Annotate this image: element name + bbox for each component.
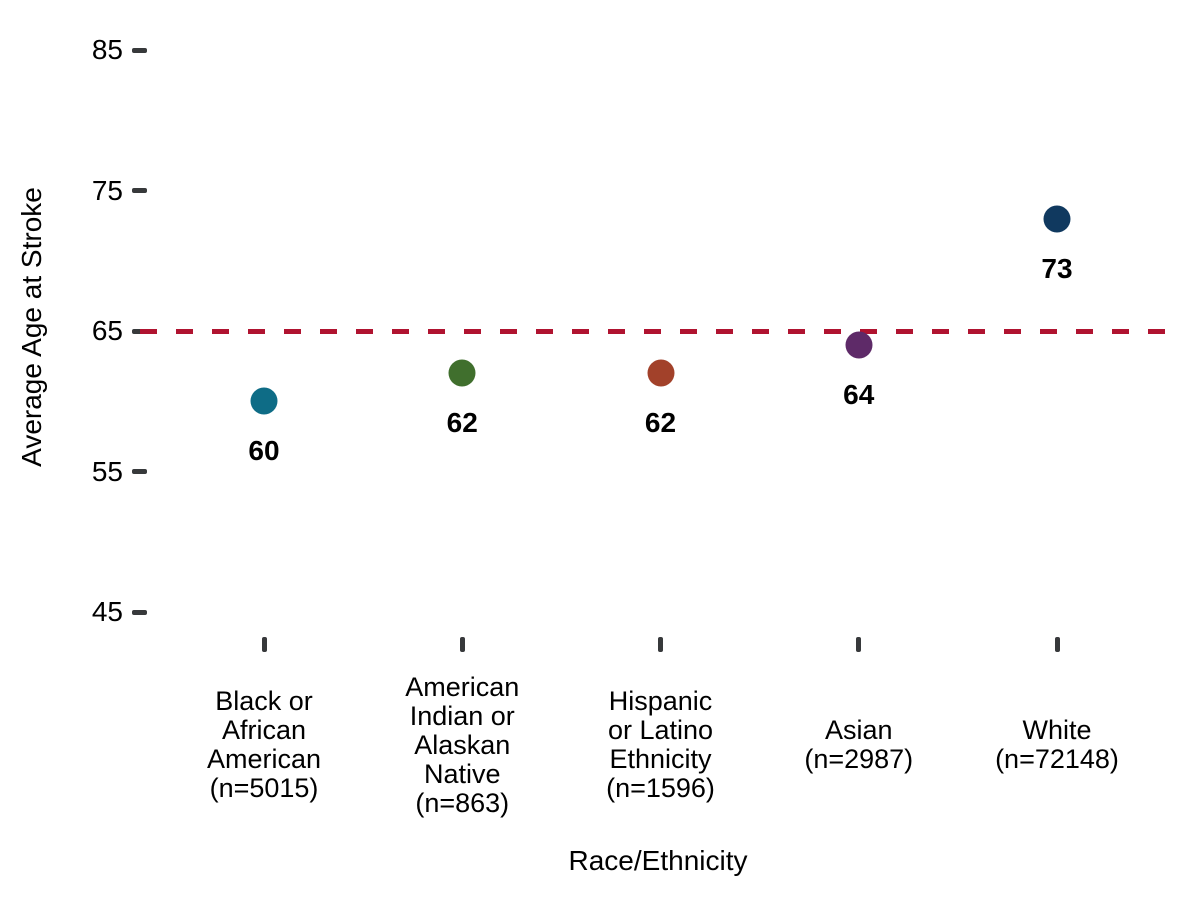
x-category-label-line: Alaskan [414, 729, 511, 760]
data-point [845, 331, 873, 359]
x-category-label-line: Indian or [409, 700, 515, 731]
x-tick [658, 637, 663, 652]
data-point-label: 62 [446, 407, 478, 439]
x-category-label-line: Black or [215, 686, 313, 716]
y-tick-label: 55 [91, 455, 123, 487]
reference-line [140, 328, 1183, 334]
x-category-label-line: or Latino [607, 715, 714, 745]
y-axis-title: Average Age at Stroke [16, 187, 47, 467]
x-category-label-line: (n=2987) [804, 744, 914, 774]
x-tick [261, 637, 267, 652]
data-point [647, 359, 674, 387]
x-category-label-line: (n=863) [415, 787, 510, 818]
x-axis-title: Race/Ethnicity [568, 845, 748, 876]
x-category-label-line: White [1022, 715, 1092, 745]
data-point [1043, 205, 1071, 233]
y-tick-label: 45 [91, 596, 123, 627]
data-point [448, 359, 476, 387]
x-category-label: Hispanic or Latino Ethnicity (n=1596) [546, 687, 776, 803]
x-category-label-line: Ethnicity [609, 744, 712, 774]
x-category-label: American Indian or Alaskan Native (n=863) [347, 671, 577, 818]
x-tick [1054, 637, 1060, 652]
data-point-label: 60 [248, 435, 280, 467]
data-point-label: 64 [843, 379, 875, 411]
x-category-label: Asian (n=2987) [744, 716, 974, 774]
y-tick-label: 65 [91, 315, 123, 346]
y-tick [132, 47, 147, 53]
y-tick [132, 188, 147, 193]
x-category-label-line: American [206, 744, 322, 774]
data-point [250, 387, 278, 415]
x-tick [856, 637, 862, 652]
data-point-label: 73 [1041, 252, 1073, 284]
x-category-label-line: American [405, 671, 520, 702]
x-category-label-line: (n=1596) [606, 773, 715, 803]
y-tick-label: 85 [91, 34, 123, 65]
x-category-label-line: Native [423, 758, 501, 789]
x-category-label-line: (n=72148) [995, 744, 1119, 774]
x-category-label-line: Asian [824, 715, 893, 745]
x-category-label: Black or African American (n=5015) [149, 687, 379, 803]
x-tick [459, 637, 465, 652]
x-category-label-line: (n=5015) [209, 773, 319, 803]
y-tick-label: 75 [91, 174, 123, 206]
y-tick [132, 469, 147, 474]
x-category-label-line: Hispanic [608, 686, 713, 716]
y-tick [132, 609, 147, 615]
data-point-label: 62 [644, 407, 677, 439]
x-category-label: White (n=72148) [942, 716, 1172, 774]
y-tick [132, 328, 147, 334]
x-category-label-line: African [221, 715, 307, 745]
